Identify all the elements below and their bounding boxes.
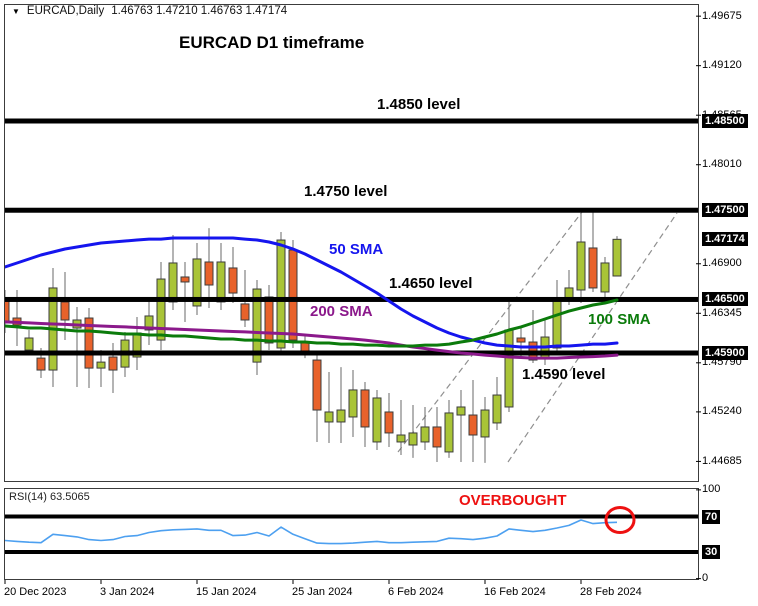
support-resistance-line: [5, 296, 698, 302]
support-resistance-line: [5, 350, 698, 356]
time-tick-label: 20 Dec 2023: [4, 586, 67, 598]
candle: [5, 290, 10, 334]
chart-heading-text: EURCAD D1 timeframe: [179, 33, 365, 52]
price-level-badge: 1.46500: [702, 292, 748, 307]
price-level-badge: 1.47500: [702, 203, 748, 218]
candle: [612, 236, 622, 277]
sma100-line: [5, 298, 619, 348]
price-tick-label: 1.46345: [702, 306, 742, 319]
rsi-indicator-panel: [4, 488, 699, 580]
candle: [456, 389, 466, 462]
candle: [372, 389, 382, 450]
sma50-line: [5, 236, 619, 349]
candle: [444, 400, 454, 458]
rsi-line: [5, 519, 618, 545]
candle: [576, 212, 586, 304]
candle: [588, 212, 598, 292]
candle: [600, 256, 610, 297]
time-tick-label: 15 Jan 2024: [196, 586, 257, 598]
rsi-threshold-line: [5, 550, 698, 554]
time-tick-label: 16 Feb 2024: [484, 586, 546, 598]
candle: [432, 406, 442, 462]
candle: [336, 367, 346, 444]
rsi-plot-area[interactable]: [5, 514, 698, 555]
price-tick-label: 1.46900: [702, 257, 742, 270]
price-tick-label: 1.49120: [702, 59, 742, 72]
trendline-dashed: [397, 211, 583, 453]
rsi-level-badge: 70: [702, 509, 721, 524]
candle: [492, 377, 502, 431]
candle: [348, 370, 358, 437]
price-plot-area[interactable]: [1, 118, 698, 463]
sma100-label: 100 SMA: [588, 311, 651, 328]
overbought-circle-marker: [604, 506, 636, 534]
time-tick-label: 25 Jan 2024: [292, 586, 353, 598]
candle: [144, 299, 154, 346]
symbol-dropdown-icon[interactable]: ▼: [12, 6, 20, 16]
candle: [180, 261, 190, 323]
candle: [468, 380, 478, 462]
candle: [384, 392, 394, 447]
price-tick-label: 1.48010: [702, 158, 742, 171]
level-4590-label: 1.4590 level: [522, 366, 606, 383]
rsi-threshold-line: [5, 514, 698, 519]
rsi-tick-label: 100: [702, 483, 721, 496]
time-tick-label: 28 Feb 2024: [580, 586, 642, 598]
price-tick-label: 1.44685: [702, 454, 742, 467]
trendline-dashed: [507, 212, 678, 463]
sma50-label: 50 SMA: [329, 241, 384, 258]
level-4750-label: 1.4750 level: [304, 183, 388, 200]
rsi-indicator-heading: RSI(14) 63.5065: [9, 491, 90, 503]
rsi-tick-label: 0: [702, 572, 709, 585]
time-tick-label: 3 Jan 2024: [100, 586, 155, 598]
candle: [228, 246, 238, 304]
level-4850-label: 1.4850 level: [377, 96, 461, 113]
time-tick-label: 6 Feb 2024: [388, 586, 444, 598]
price-tick-label: 1.49675: [702, 9, 742, 22]
candle: [252, 280, 262, 376]
candle: [96, 350, 106, 387]
rsi-level-badge: 30: [702, 545, 721, 559]
candle: [312, 352, 322, 442]
sma200-line: [5, 320, 619, 360]
candle: [192, 242, 202, 315]
candle: [480, 396, 490, 463]
candle: [324, 372, 334, 444]
level-4650-label: 1.4650 level: [389, 275, 473, 292]
candle: [204, 228, 214, 309]
candle: [360, 381, 370, 447]
candle: [408, 405, 418, 458]
chart-title-symbol: EURCAD,Daily: [26, 5, 105, 17]
support-resistance-line: [5, 207, 698, 213]
candle: [420, 406, 430, 450]
sma200-label: 200 SMA: [310, 303, 373, 320]
chart-title-ohlc: 1.46763 1.47210 1.46763 1.47174: [111, 5, 288, 17]
candle: [84, 308, 94, 388]
support-resistance-line: [5, 118, 698, 124]
price-level-badge: 1.45900: [702, 345, 748, 360]
candle: [396, 400, 406, 455]
chart-title-bar: ▼ EURCAD,Daily 1.46763 1.47210 1.46763 1…: [12, 5, 287, 17]
overbought-label: OVERBOUGHT: [459, 492, 567, 509]
price-level-badge: 1.48500: [702, 114, 748, 128]
current-price-badge: 1.47174: [702, 232, 748, 247]
price-tick-label: 1.45240: [702, 405, 742, 418]
